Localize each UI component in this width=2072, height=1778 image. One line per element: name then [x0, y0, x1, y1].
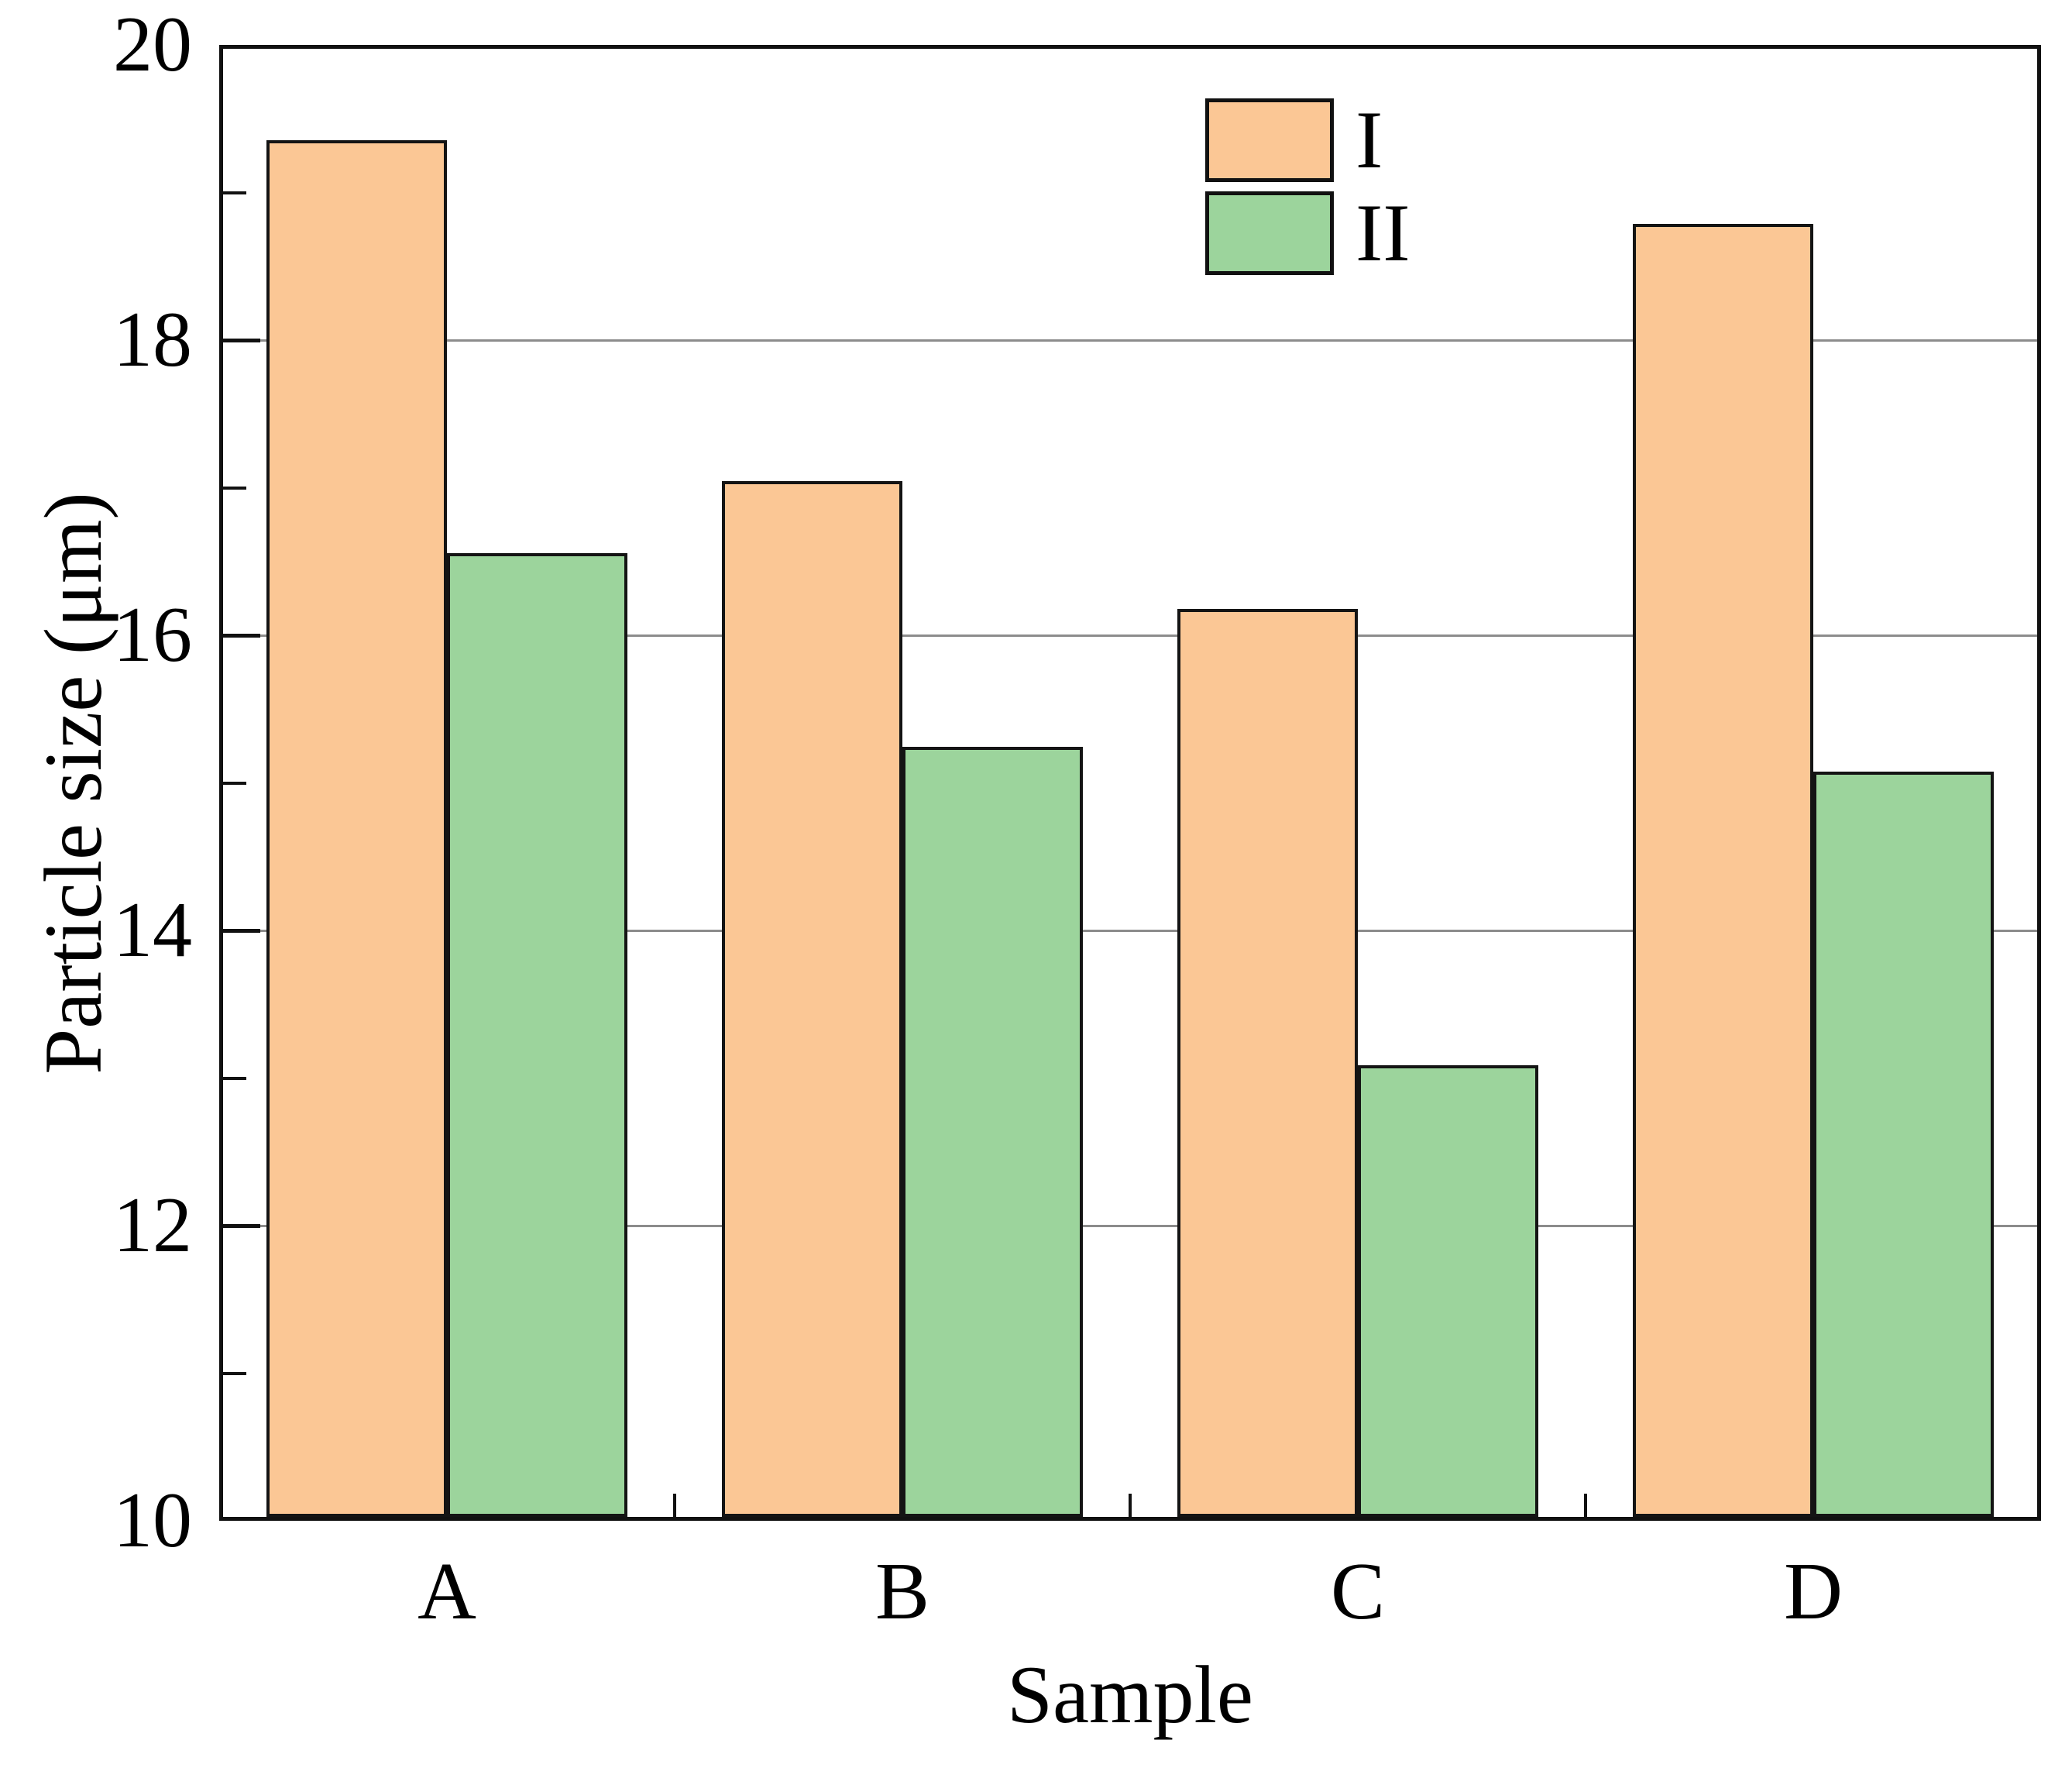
legend-swatch-II — [1205, 191, 1334, 275]
plot-area — [219, 45, 2041, 1521]
x-axis-title: Sample — [1007, 1649, 1253, 1740]
y-tick-label-14: 14 — [113, 886, 192, 974]
y-tick-label-20: 20 — [113, 1, 192, 88]
y-tick-label-10: 10 — [113, 1477, 192, 1564]
x-category-label-B: B — [875, 1546, 930, 1636]
bar-series-II-A — [447, 553, 627, 1517]
y-minor-tick-11 — [223, 1371, 246, 1375]
y-major-tick-14 — [223, 929, 260, 933]
x-category-label-A: A — [417, 1546, 476, 1636]
x-minor-tick-3 — [1584, 1494, 1587, 1517]
bar-series-II-C — [1358, 1065, 1538, 1517]
y-tick-label-16: 16 — [113, 591, 192, 679]
y-tick-label-12: 12 — [113, 1181, 192, 1269]
x-minor-tick-2 — [1129, 1494, 1132, 1517]
y-gridline-12 — [223, 1225, 2037, 1227]
y-minor-tick-19 — [223, 191, 246, 194]
x-category-label-C: C — [1330, 1546, 1386, 1636]
y-major-tick-18 — [223, 339, 260, 342]
y-axis-title: Particle size (μm) — [28, 491, 119, 1075]
bar-series-I-C — [1177, 609, 1358, 1517]
y-minor-tick-17 — [223, 486, 246, 490]
y-gridline-14 — [223, 930, 2037, 932]
y-major-tick-16 — [223, 634, 260, 638]
bar-series-I-A — [266, 139, 447, 1517]
x-minor-tick-1 — [673, 1494, 676, 1517]
legend-swatch-I — [1205, 98, 1334, 182]
bar-series-II-B — [902, 746, 1083, 1517]
bar-series-I-B — [722, 480, 902, 1517]
y-minor-tick-15 — [223, 781, 246, 785]
y-gridline-16 — [223, 635, 2037, 637]
legend-item-I: I — [1205, 98, 1383, 182]
legend-item-II: II — [1205, 191, 1411, 275]
y-gridline-18 — [223, 339, 2037, 342]
y-major-tick-12 — [223, 1224, 260, 1228]
legend-label-II: II — [1356, 187, 1411, 278]
x-category-label-D: D — [1784, 1546, 1843, 1636]
bar-series-I-D — [1633, 224, 1813, 1517]
y-tick-label-18: 18 — [113, 296, 192, 383]
legend-label-I: I — [1356, 95, 1383, 185]
bar-series-II-D — [1813, 771, 1994, 1517]
y-minor-tick-13 — [223, 1076, 246, 1080]
